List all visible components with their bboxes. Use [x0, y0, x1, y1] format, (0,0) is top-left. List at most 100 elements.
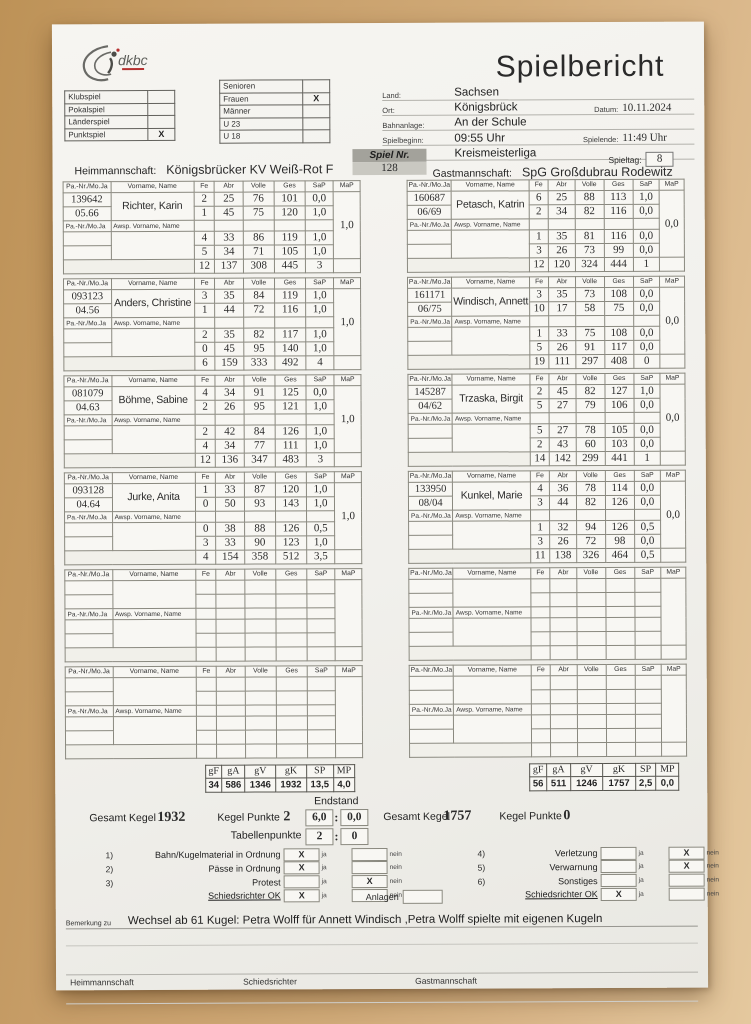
- col-abr: Abr: [550, 567, 577, 579]
- total-abr: [550, 742, 578, 757]
- abr-value: 25: [548, 190, 575, 205]
- nein-checkbox: [668, 887, 705, 901]
- fe-value: 0: [194, 342, 216, 357]
- sap-value: 0,0: [305, 191, 334, 206]
- player-name-cell: Jurke, Anita: [111, 483, 196, 512]
- volle-value: [244, 618, 276, 634]
- volle-value: 73: [575, 287, 605, 302]
- ges-value: 140: [274, 341, 306, 356]
- total-sap: 1: [633, 257, 660, 272]
- sap-value: 1,0: [306, 496, 335, 511]
- fe-value: 6: [529, 190, 549, 205]
- abr-value: 34: [215, 386, 244, 401]
- statement-number: 6): [477, 876, 486, 887]
- abr-value: [216, 677, 245, 692]
- player-total-row: 12 137 308 445 3: [63, 258, 361, 274]
- ges-value: [605, 689, 636, 704]
- total-abr: 138: [549, 548, 577, 563]
- lane-row-3: 1 33 75 108 0,0: [407, 326, 685, 356]
- player-total-row: 6 159 333 492 4: [63, 355, 361, 371]
- ges-value: 126: [605, 520, 635, 535]
- col-player-id: Pa.-Nr./Mo.Ja: [64, 472, 112, 484]
- player-pass-number: 093123: [63, 289, 112, 304]
- ges-value: 99: [603, 243, 634, 258]
- volle-value: 95: [243, 341, 275, 357]
- col-abr: Abr: [549, 470, 576, 482]
- totals-value: 1346: [245, 777, 276, 793]
- map-value: 0,0: [659, 190, 685, 258]
- player-total-row: 12 120 324 444 1: [407, 257, 685, 273]
- sap-value: 0,5: [634, 520, 661, 535]
- ja-checkbox: [600, 860, 637, 874]
- abr-value: [216, 580, 245, 595]
- option-row: Klubspiel: [64, 90, 175, 104]
- total-volle: [577, 742, 607, 757]
- player-block: Pa.-Nr./Mo.Ja Vorname, Name Fe Abr Volle…: [407, 372, 686, 467]
- ges-value: [276, 690, 308, 705]
- player-name-cell: Kunkel, Marie: [452, 481, 531, 511]
- field-value: 09:55 Uhr: [454, 132, 505, 145]
- lane-row-3: 4 33 86 119 1,0: [63, 230, 360, 260]
- fe-value: [195, 677, 217, 692]
- volle-value: 81: [574, 229, 604, 244]
- ges-value: 120: [275, 482, 307, 497]
- statement-label: Pässe in Ordnung: [208, 863, 281, 874]
- total-map: [660, 548, 686, 563]
- sub-month-year: [408, 535, 454, 550]
- block-header-row: Pa.-Nr./Mo.Ja Vorname, Name Fe Abr Volle…: [408, 567, 686, 580]
- col-player-id: Pa.-Nr./Mo.Ja: [407, 374, 453, 386]
- totals-header: gF: [205, 765, 222, 779]
- col-name: Vorname, Name: [112, 569, 196, 581]
- kegel-punkte-home-value: 2: [283, 809, 291, 825]
- sap-value: [634, 617, 662, 632]
- abr-value: 33: [214, 231, 244, 246]
- col-ges: Ges: [604, 373, 634, 385]
- option-row: Pokalspiel: [64, 102, 175, 116]
- volle-value: [576, 578, 606, 593]
- abr-value: 50: [215, 497, 245, 512]
- field-value: Königsbrück: [454, 101, 518, 114]
- abr-value: 42: [215, 425, 244, 440]
- abr-value: [550, 578, 577, 593]
- sap-value: 1,0: [305, 244, 334, 259]
- sub-name-cell: [452, 423, 531, 453]
- fe-value: [195, 594, 217, 609]
- totals-table-home: gF gA gV gK SP MP 34 586 1346 1932 13,5 …: [205, 764, 356, 793]
- col-fe: Fe: [530, 567, 551, 579]
- player-name-cell: Trzaska, Birgit: [452, 384, 530, 414]
- player-block: Pa.-Nr./Mo.Ja Vorname, Name Fe Abr Volle…: [63, 277, 362, 372]
- block-header-row: Pa.-Nr./Mo.Ja Vorname, Name Fe Abr Volle…: [64, 568, 362, 581]
- ges-value: 126: [605, 495, 635, 510]
- total-volle: 333: [243, 355, 275, 371]
- volle-value: [577, 728, 607, 743]
- col-volle: Volle: [242, 180, 274, 193]
- lane-row-3: [64, 618, 362, 648]
- total-fe: 19: [529, 354, 550, 369]
- statement-number: 3): [105, 877, 114, 888]
- home-team-name: Königsbrücker KV Weiß-Rot F: [166, 162, 334, 177]
- col-player-id: Pa.-Nr./Mo.Ja: [407, 277, 452, 289]
- ges-value: 116: [603, 229, 634, 244]
- player-month-year: 04/62: [408, 399, 453, 414]
- sap-value: 1,0: [305, 205, 334, 220]
- guest-team-name: SpG Großdubrau Rodewitz: [521, 164, 673, 180]
- tabellen-colon: :: [334, 829, 339, 844]
- ja-checkbox: X: [283, 889, 320, 903]
- col-sap: SaP: [633, 373, 661, 385]
- volle-value: 88: [244, 521, 276, 537]
- option-row: Länderspiel: [64, 115, 175, 129]
- fe-value: 10: [529, 301, 549, 316]
- total-map: [334, 355, 361, 370]
- volle-value: 78: [575, 481, 606, 496]
- sub-pass-number: [64, 425, 112, 440]
- lane-row-2: 06/69 2 34 82 116 0,0: [407, 204, 684, 220]
- option-label: Punktspiel: [64, 128, 148, 141]
- col-player-id: Pa.-Nr./Mo.Ja: [63, 278, 112, 290]
- abr-value: 26: [548, 243, 575, 258]
- statement-label: Schiedsrichter OK: [208, 890, 281, 902]
- col-player-id: Pa.-Nr./Mo.Ja: [407, 180, 452, 192]
- guest-team-row: Gastmannschaft: SpG Großdubrau Rodewitz: [433, 165, 673, 180]
- sap-value: 0,0: [634, 481, 661, 496]
- sap-value: 1,0: [306, 438, 335, 453]
- option-label: Pokalspiel: [64, 103, 148, 116]
